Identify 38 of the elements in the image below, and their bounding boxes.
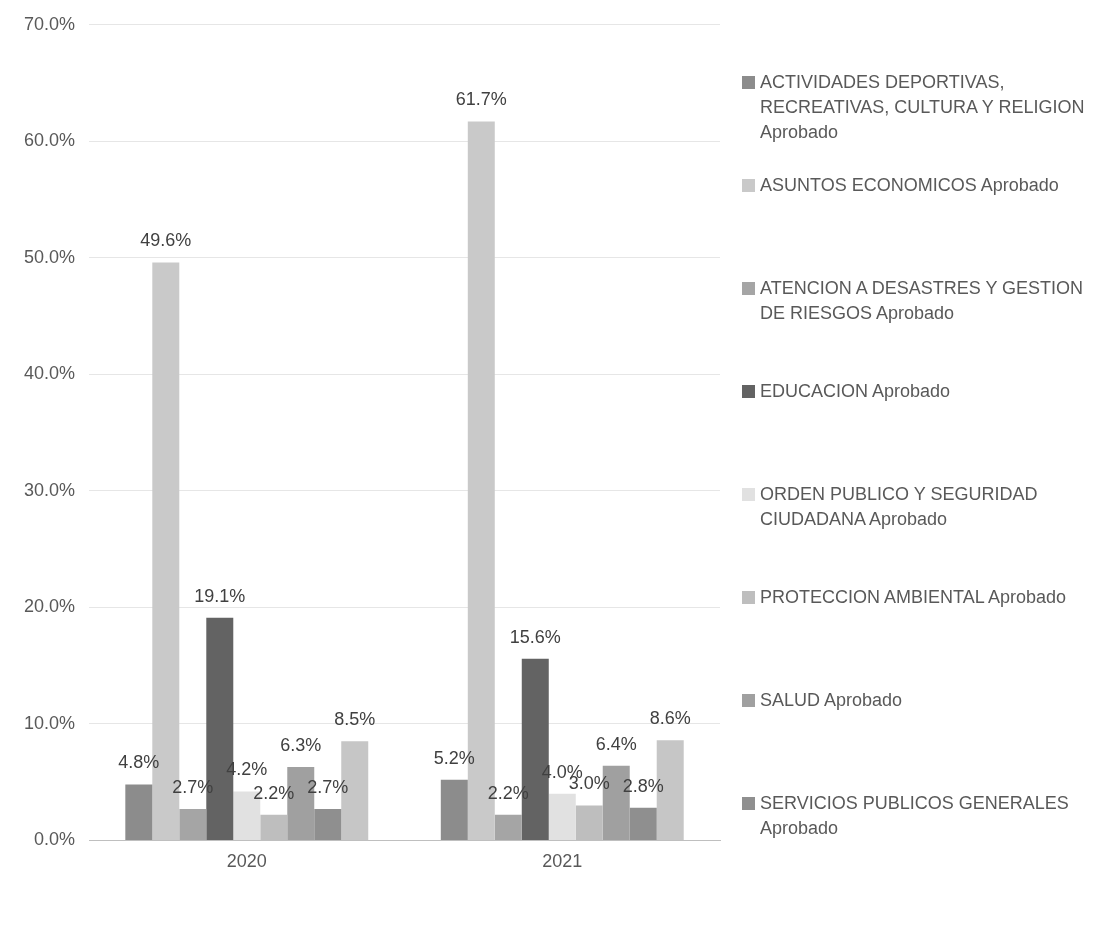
- legend-label: ACTIVIDADES DEPORTIVAS, RECREATIVAS, CULTURA Y RELIGION Aprobado: [760, 71, 1086, 144]
- data-label: 15.6%: [509, 626, 561, 647]
- bar: [179, 808, 207, 840]
- legend-label: ORDEN PUBLICO Y SEGURIDAD CIUDADANA Aprobado: [760, 483, 1039, 531]
- data-label: 61.7%: [455, 89, 507, 110]
- x-tick-label: 2021: [542, 851, 583, 872]
- legend-label: SERVICIOS PUBLICOS GENERALES Aprobado: [760, 792, 1070, 840]
- bar: [314, 808, 342, 840]
- y-tick-label: 40.0%: [23, 363, 76, 384]
- legend-label: PROTECCION AMBIENTAL Aprobado: [760, 586, 1067, 609]
- y-tick-label: 0.0%: [34, 829, 76, 850]
- data-label: 2.2%: [253, 782, 295, 803]
- legend-label: EDUCACION Aprobado: [760, 380, 951, 403]
- y-tick-label: 50.0%: [23, 246, 76, 267]
- bar: [440, 779, 468, 840]
- data-label: 8.5%: [334, 709, 376, 730]
- data-label: 4.8%: [118, 752, 160, 773]
- data-label: 2.7%: [307, 776, 349, 797]
- data-label: 6.4%: [595, 733, 637, 754]
- y-tick-label: 30.0%: [23, 479, 76, 500]
- data-label: 8.6%: [649, 708, 691, 729]
- legend-label: ASUNTOS ECONOMICOS Aprobado: [760, 174, 1059, 197]
- y-tick-label: 20.0%: [23, 596, 76, 617]
- y-tick-label: 60.0%: [23, 130, 76, 151]
- data-label: 19.1%: [194, 585, 246, 606]
- bar: [629, 807, 657, 840]
- bar: [125, 784, 153, 840]
- legend-label: SALUD Aprobado: [760, 689, 903, 712]
- data-label: 2.8%: [622, 775, 664, 796]
- x-tick-label: 2020: [226, 851, 267, 872]
- legend-label: ATENCION A DESASTRES Y GESTION DE RIESGOS Aprobado: [760, 277, 1085, 325]
- data-label: 6.3%: [280, 734, 322, 755]
- data-label: 5.2%: [433, 747, 475, 768]
- bar: [548, 793, 576, 840]
- bar: [494, 814, 522, 840]
- y-tick-label: 70.0%: [23, 13, 76, 34]
- y-tick-label: 10.0%: [23, 712, 76, 733]
- data-label: 49.6%: [140, 230, 192, 251]
